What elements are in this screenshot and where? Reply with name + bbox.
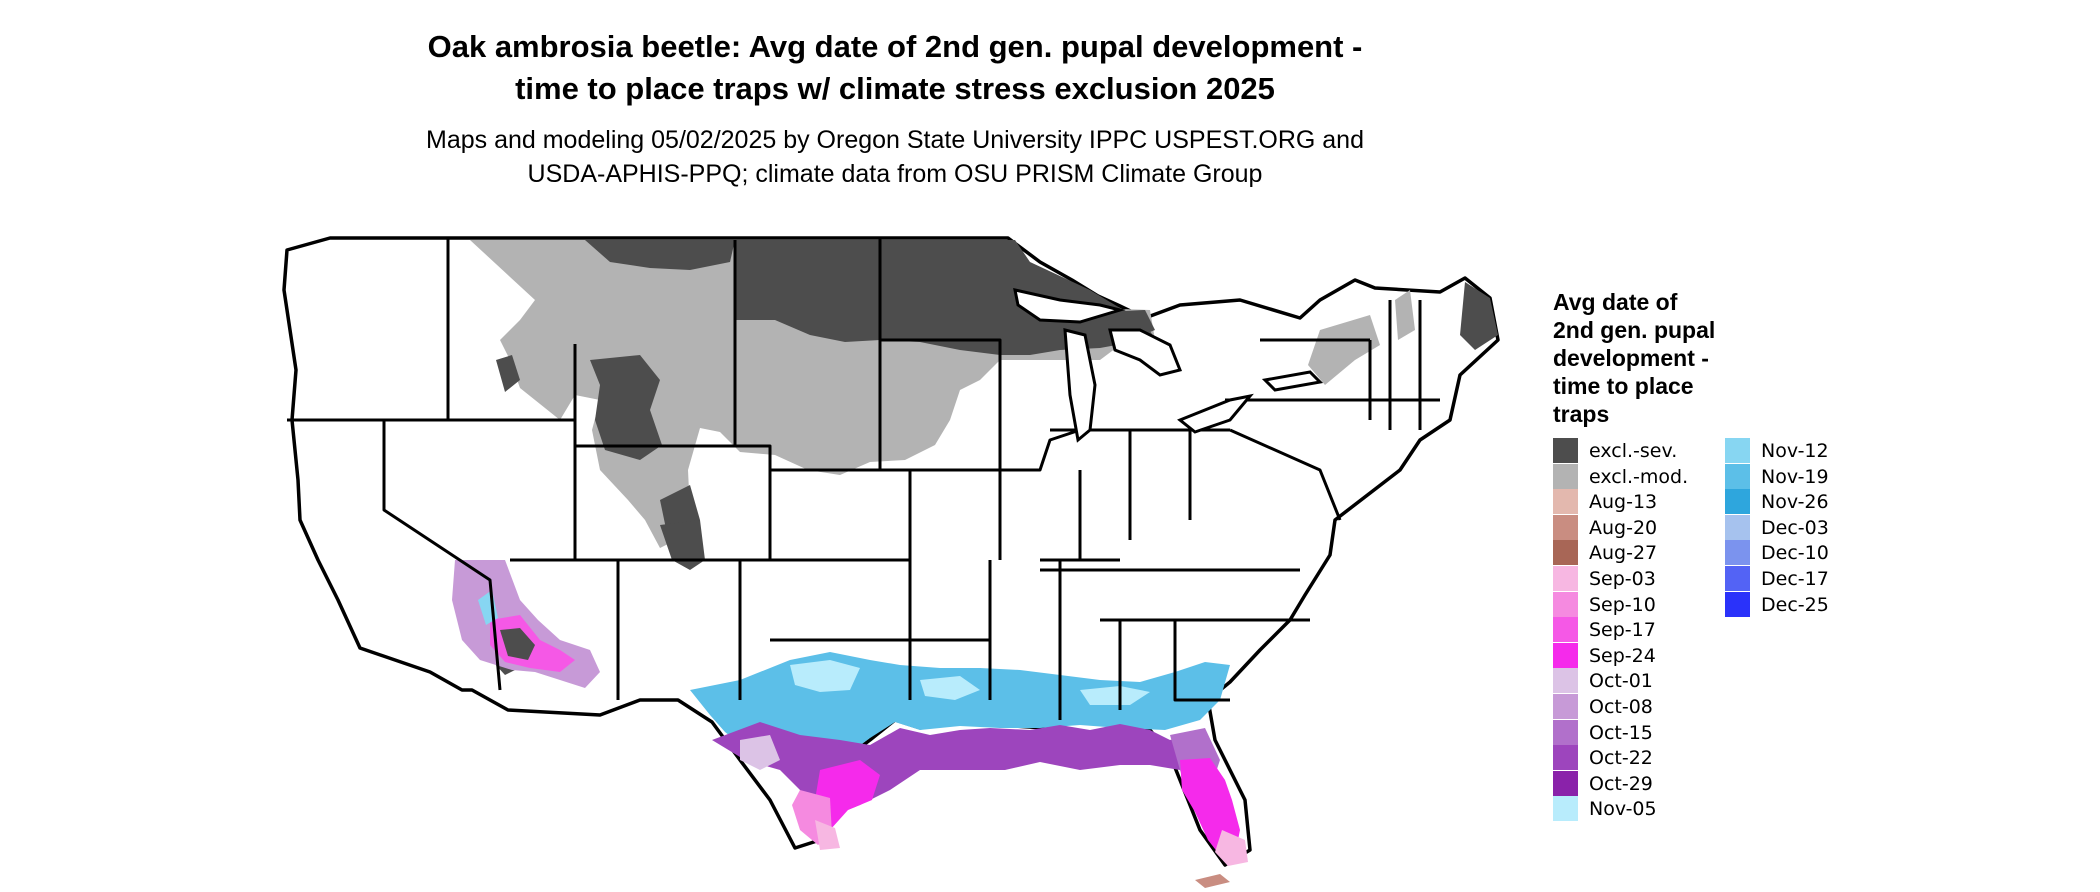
legend-title-line: Avg date of bbox=[1553, 289, 1678, 315]
legend-label: Oct-29 bbox=[1589, 772, 1653, 795]
legend-swatch bbox=[1553, 770, 1578, 796]
great-lakes bbox=[1013, 288, 1324, 443]
legend-label: Sep-10 bbox=[1589, 593, 1656, 616]
legend-label: Nov-19 bbox=[1761, 465, 1829, 488]
legend-label: Nov-05 bbox=[1589, 798, 1657, 821]
legend-swatch bbox=[1725, 514, 1750, 540]
legend-swatch bbox=[1553, 489, 1578, 515]
legend: Avg date of 2nd gen. pupal development -… bbox=[1553, 288, 1973, 848]
legend-label: Oct-22 bbox=[1589, 747, 1653, 770]
legend-label: Dec-10 bbox=[1761, 542, 1829, 565]
legend-label: Nov-26 bbox=[1761, 491, 1829, 514]
legend-label: Sep-03 bbox=[1589, 567, 1656, 590]
legend-swatch bbox=[1553, 668, 1578, 694]
legend-swatch bbox=[1553, 565, 1578, 591]
legend-label: Sep-24 bbox=[1589, 644, 1656, 667]
map-subtitle-line-2: USDA-APHIS-PPQ; climate data from OSU PR… bbox=[527, 160, 1263, 188]
legend-swatch bbox=[1553, 540, 1578, 566]
legend-label: Aug-13 bbox=[1589, 491, 1658, 514]
legend-label: Aug-20 bbox=[1589, 516, 1658, 539]
legend-label: Oct-08 bbox=[1589, 695, 1653, 718]
legend-label: Dec-17 bbox=[1761, 567, 1829, 590]
legend-swatch bbox=[1553, 438, 1578, 463]
legend-swatch bbox=[1553, 796, 1578, 822]
legend-label: Nov-12 bbox=[1761, 440, 1829, 462]
legend-label: excl.-mod. bbox=[1589, 465, 1689, 488]
legend-swatch bbox=[1553, 514, 1578, 540]
legend-title-line: 2nd gen. pupal bbox=[1553, 317, 1716, 343]
us-map bbox=[282, 236, 1500, 888]
legend-title-line: traps bbox=[1553, 401, 1610, 427]
legend-swatch bbox=[1553, 745, 1578, 771]
legend-swatch bbox=[1553, 719, 1578, 745]
legend-swatch bbox=[1725, 489, 1750, 515]
map-subtitle-line-1: Maps and modeling 05/02/2025 by Oregon S… bbox=[426, 126, 1364, 154]
legend-swatch bbox=[1553, 591, 1578, 617]
legend-label: Sep-17 bbox=[1589, 619, 1656, 642]
south-early-development-region bbox=[792, 758, 1248, 888]
legend-swatch bbox=[1725, 438, 1750, 463]
legend-label: excl.-sev. bbox=[1589, 440, 1678, 462]
legend-title: Avg date of 2nd gen. pupal development -… bbox=[1553, 288, 1793, 428]
legend-swatch bbox=[1553, 463, 1578, 489]
legend-swatch bbox=[1725, 591, 1750, 617]
legend-label: Oct-15 bbox=[1589, 721, 1653, 744]
legend-swatch bbox=[1553, 642, 1578, 668]
legend-label: Dec-03 bbox=[1761, 516, 1829, 539]
legend-swatch bbox=[1553, 617, 1578, 643]
legend-label: Dec-25 bbox=[1761, 593, 1829, 616]
legend-label: Aug-27 bbox=[1589, 542, 1658, 565]
legend-label: Oct-01 bbox=[1589, 670, 1653, 693]
legend-swatch bbox=[1553, 693, 1578, 719]
map-title-line-2: time to place traps w/ climate stress ex… bbox=[515, 71, 1275, 106]
legend-title-line: development - bbox=[1553, 345, 1709, 371]
legend-title-line: time to place bbox=[1553, 373, 1694, 399]
legend-swatch bbox=[1725, 540, 1750, 566]
legend-swatch bbox=[1725, 463, 1750, 489]
map-title-line-1: Oak ambrosia beetle: Avg date of 2nd gen… bbox=[427, 29, 1363, 64]
legend-swatch bbox=[1725, 565, 1750, 591]
